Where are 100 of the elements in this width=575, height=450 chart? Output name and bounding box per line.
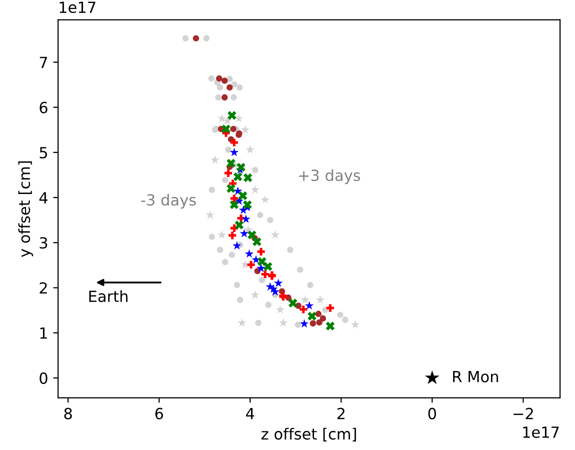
annotation: Earth (89, 290, 128, 302)
point (234, 220, 244, 230)
y-tick-label: 7 (40, 56, 48, 68)
point (326, 304, 334, 312)
point (250, 185, 260, 194)
series-label: R Mon (453, 371, 498, 382)
point (230, 94, 237, 100)
point (342, 316, 348, 323)
point (208, 234, 216, 240)
point (238, 205, 248, 214)
point (256, 264, 266, 272)
point (248, 230, 256, 240)
point (350, 320, 360, 328)
point (222, 116, 232, 125)
point (250, 290, 260, 299)
point (240, 125, 250, 134)
point (258, 276, 266, 284)
point (424, 370, 440, 384)
point (222, 124, 230, 134)
point (226, 76, 233, 82)
y-tick-label: 0 (40, 372, 48, 384)
y-tick-label: 5 (40, 147, 48, 158)
y-tick-label: 4 (39, 192, 48, 204)
x-tick-label: 0 (428, 408, 436, 420)
point (308, 312, 316, 321)
point (217, 114, 226, 122)
point (300, 319, 309, 328)
point (225, 146, 232, 153)
point (222, 258, 228, 266)
y-tick-label: 3 (40, 237, 48, 249)
point (287, 246, 294, 253)
y-axis-title: y offset [cm] (18, 161, 34, 258)
point (230, 148, 239, 156)
point (270, 230, 280, 239)
point (240, 228, 249, 238)
point (182, 35, 189, 42)
point (304, 301, 314, 310)
point (216, 246, 224, 253)
point (258, 257, 266, 266)
point (297, 266, 304, 273)
point (243, 173, 252, 182)
point (316, 295, 325, 304)
text: 1e17 (523, 426, 559, 438)
point (252, 237, 262, 246)
point (300, 306, 308, 314)
point (208, 75, 215, 82)
point (230, 138, 238, 146)
point (288, 298, 298, 308)
point (267, 216, 274, 224)
point (243, 200, 252, 210)
point (216, 75, 222, 82)
point (263, 262, 272, 271)
point (265, 302, 272, 308)
point (230, 194, 238, 202)
point (316, 319, 322, 326)
point (192, 35, 200, 42)
point (215, 94, 222, 100)
point (246, 145, 255, 154)
point (337, 312, 344, 318)
point (228, 252, 236, 258)
point (210, 155, 220, 164)
point (203, 35, 210, 42)
x-axis-title: z offset [cm] (262, 428, 356, 442)
point (237, 296, 244, 304)
point (255, 320, 262, 326)
point (238, 191, 248, 200)
point (230, 126, 236, 132)
point (226, 84, 233, 91)
y-tick-label: 2 (40, 282, 47, 294)
point (244, 249, 254, 258)
point (222, 176, 228, 184)
point (230, 200, 239, 210)
point (208, 186, 216, 193)
point (315, 310, 322, 318)
point (222, 94, 228, 100)
annotation: -3 days (141, 194, 196, 209)
annotation: +3 days (299, 169, 360, 184)
point (233, 172, 242, 182)
point (294, 322, 302, 328)
point (307, 282, 314, 288)
point (274, 278, 283, 287)
point (257, 248, 265, 256)
x-tick-label: 8 (64, 408, 72, 420)
point (226, 184, 236, 193)
point (320, 315, 326, 322)
point (216, 84, 224, 91)
point (242, 214, 250, 223)
x-tick-label: 4 (246, 408, 254, 420)
y-tick-label: 1 (40, 328, 47, 339)
point (326, 322, 335, 330)
point (278, 318, 288, 327)
point (261, 270, 269, 278)
point (310, 320, 316, 326)
point (236, 162, 246, 172)
point (224, 169, 232, 177)
point (238, 318, 246, 327)
point (206, 210, 215, 219)
x-tick-label: −2 (514, 408, 533, 420)
point (234, 282, 240, 288)
point (247, 260, 255, 269)
